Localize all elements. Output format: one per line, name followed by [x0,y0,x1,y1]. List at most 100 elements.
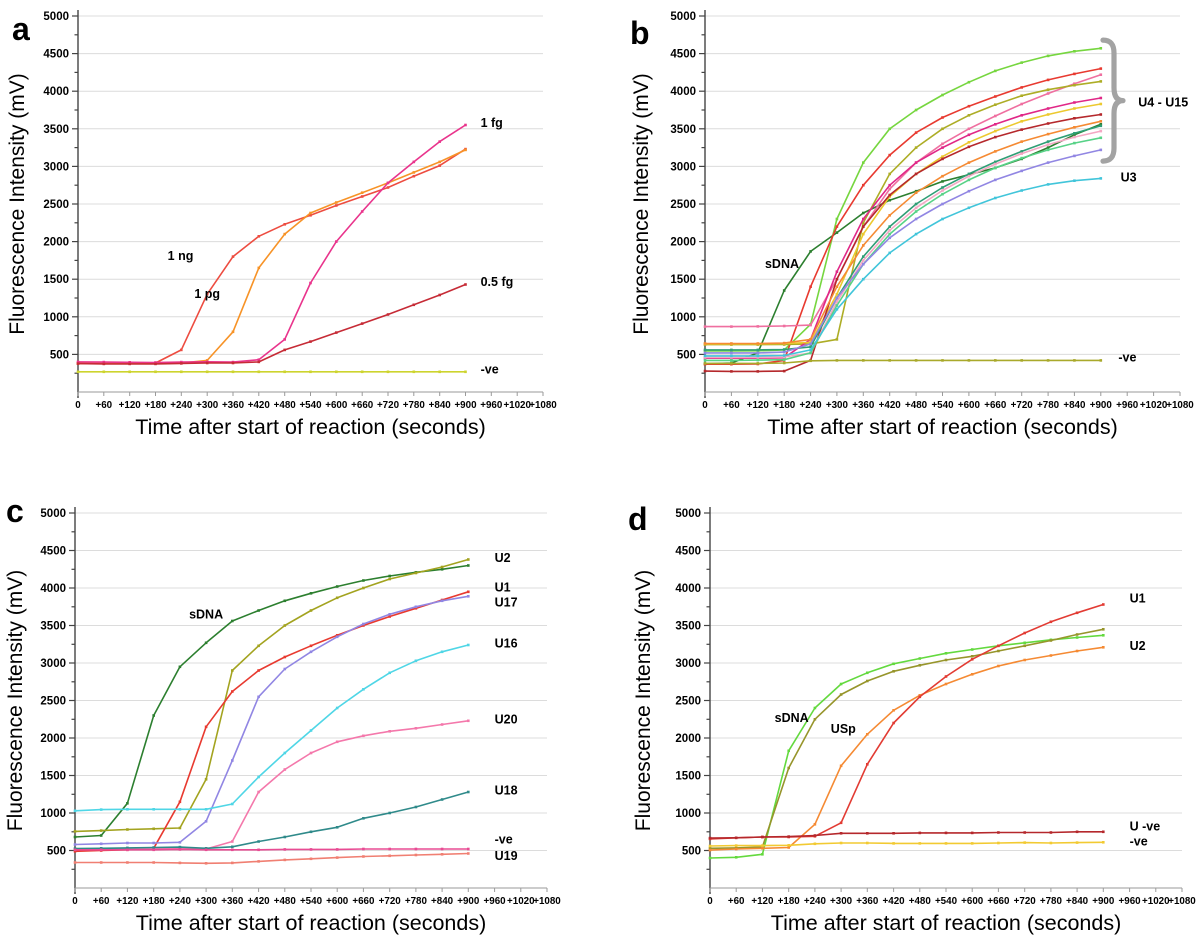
curve-label-u1: U1 [1130,592,1146,606]
series-u4-u15-6 [703,102,1103,346]
y-axis-title: Fluorescence Intensity (mV) [632,570,655,831]
series-line-u3 [705,177,1101,357]
series-line-u4-u15-9 [705,125,1102,351]
gridlines [78,15,543,355]
series-1-fg [76,123,467,364]
x-tick-label: +1080 [1168,896,1196,907]
series-ve [73,847,470,852]
y-tick-label: 1000 [43,312,69,324]
gridlines [710,512,1182,851]
panel-d: 500 1000 1500 2000 2500 3000 3500 4000 4500 5000 0… [600,470,1200,939]
x-tick-label: +660 [987,896,1010,907]
y-axis: 500 1000 1500 2000 2500 3000 3500 4000 4500 5000 [670,10,706,398]
x-axis-title: Time after start of reaction (seconds) [135,415,486,439]
y-tick-label: 3500 [40,621,66,633]
x-tick-label: +960 [1116,400,1139,411]
panel-letter-d: d [628,501,648,537]
x-tick-label: 0 [702,400,708,411]
gridlines [705,15,1180,355]
y-tick-label: 4000 [675,583,701,595]
x-axis: 0 +60 +120 +180 +240 +300 +360 +420 +480 +540 +600… [75,391,557,411]
series-line-1-pg [77,149,466,365]
series-line-u4-u15-7 [704,113,1101,373]
x-tick-label: +720 [377,400,400,411]
y-tick-label: 500 [47,846,66,858]
series-line-ve [705,359,1101,365]
series-line-u4-u15-8 [705,120,1101,345]
y-tick-label: 2000 [43,237,69,249]
series-1-pg [76,148,467,365]
series-u3 [703,177,1103,358]
series-line-u2 [709,646,1104,851]
y-tick-label: 500 [677,349,696,361]
series-line-u1 [709,603,1104,840]
y-axis-title: Fluorescence Intensity (mV) [6,73,29,334]
x-tick-label: +60 [95,400,112,411]
series-line-u16 [74,644,469,812]
y-tick-label: 3000 [675,658,701,670]
chart-panel-c: 500 1000 1500 2000 2500 3000 3500 4000 4500 5000 0… [4,493,561,935]
series-line-u-ve [709,830,1104,839]
y-tick-label: 4500 [675,546,701,558]
curve-label-u19: U19 [495,849,518,863]
series-line-u4-u15-11 [705,137,1101,362]
series-u-ve [708,830,1105,840]
x-tick-label: +840 [1063,400,1086,411]
curve-label-u3: U3 [1121,171,1137,185]
x-tick-label: +60 [93,896,110,907]
x-tick-label: +360 [856,896,879,907]
curve-label-u4-u15: U4 - U15 [1138,96,1188,110]
curve-label-sdna: sDNA [775,711,809,725]
x-tick-label: +60 [728,896,745,907]
y-tick-label: 4000 [670,86,696,98]
x-tick-label: +1080 [1166,400,1194,411]
x-axis: 0 +60 +120 +180 +240 +300 +360 +420 +480 +540 +600… [72,887,561,907]
curve-label-u17: U17 [495,595,518,609]
x-tick-label: +480 [274,400,297,411]
series-line-u4-u15-6 [705,103,1101,345]
series-line-0-5-fg [77,283,466,365]
series-line-u18 [74,791,469,850]
y-tick-label: 500 [50,349,69,361]
series-ve [708,841,1105,848]
series-u1 [708,603,1105,841]
series-line-u20 [75,720,469,851]
x-tick-label: +840 [429,400,452,411]
series-u4-u15-12 [703,148,1103,355]
series-sdna [708,634,1105,860]
panel-b: 500 1000 1500 2000 2500 3000 3500 4000 4500 5000 0… [600,0,1200,470]
y-axis: 500 1000 1500 2000 2500 3000 3500 4000 4500 5000 [43,10,79,398]
x-tick-label: +240 [804,896,827,907]
series-u4-u15-9 [703,124,1103,352]
y-tick-label: 1000 [40,808,66,820]
curve-label-1-fg: 1 fg [481,116,503,130]
x-tick-label: +240 [800,400,823,411]
curve-label-sdna: sDNA [765,257,799,271]
curve-label-1-pg: 1 pg [194,287,220,301]
x-tick-label: +720 [379,896,402,907]
x-axis-title: Time after start of reaction (seconds) [771,911,1122,935]
x-tick-label: +720 [1014,896,1037,907]
x-tick-label: +180 [773,400,796,411]
curve-label-1-ng: 1 ng [168,249,194,263]
y-tick-label: 4000 [43,86,69,98]
series-line-u4-u15-2 [705,67,1101,366]
x-tick-label: +300 [195,896,218,907]
y-tick-label: 5000 [40,508,66,520]
curve-label-ve: -ve [481,362,499,376]
x-tick-label: +420 [883,896,906,907]
curve-label-ve: -ve [1118,350,1136,364]
x-tick-label: +600 [325,400,348,411]
y-tick-label: 1000 [670,312,696,324]
series-u4-u15-8 [703,120,1103,345]
x-tick-label: +300 [826,400,849,411]
x-tick-label: +660 [352,896,375,907]
x-tick-label: +960 [484,896,507,907]
x-tick-label: +720 [1011,400,1034,411]
series-line-u4-u15-1 [705,47,1101,352]
y-tick-label: 5000 [670,11,696,23]
x-tick-label: +900 [457,896,480,907]
series-line-sdna [74,564,469,838]
y-tick-label: 3000 [670,161,696,173]
x-tick-label: +600 [326,896,349,907]
